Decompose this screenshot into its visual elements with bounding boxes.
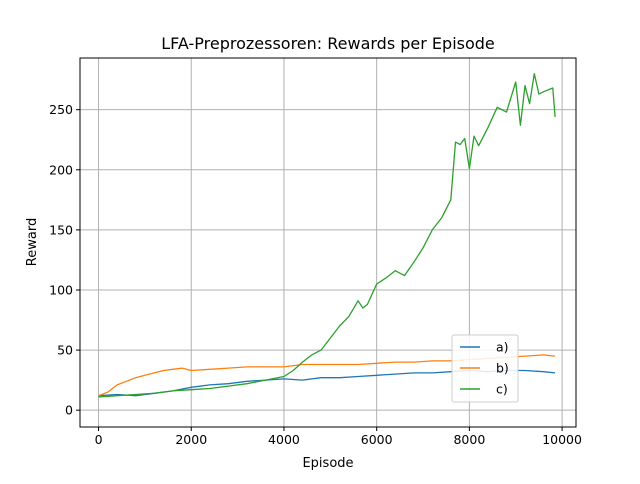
legend-box — [451, 334, 519, 403]
x-tick-label: 0 — [95, 432, 103, 447]
y-tick-label: 0 — [65, 403, 73, 418]
y-tick-label: 150 — [49, 222, 73, 237]
y-tick-label: 100 — [49, 282, 73, 297]
y-axis-label: Reward — [25, 218, 40, 266]
series-line-3 — [98, 72, 556, 398]
y-tick-label: 250 — [49, 102, 73, 117]
legend: a) b) c) — [451, 334, 519, 403]
chart-title: LFA-Preprozessoren: Rewards per Episode — [161, 34, 495, 53]
x-axis-label: Episode — [302, 456, 353, 471]
y-tick-label: 50 — [57, 343, 73, 358]
x-tick-label: 10000 — [542, 432, 582, 447]
x-tick-label: 2000 — [175, 432, 207, 447]
x-tick-label: 6000 — [361, 432, 393, 447]
x-tick-label: 8000 — [453, 432, 485, 447]
legend-label: c) — [496, 382, 508, 397]
legend-label: a) — [496, 340, 509, 355]
grid-lines — [80, 58, 576, 427]
plot-frame — [79, 57, 577, 428]
legend-label: b) — [496, 361, 509, 376]
y-tick-label: 200 — [49, 162, 73, 177]
x-tick-label: 4000 — [268, 432, 300, 447]
axis-ticks: 0 2000 4000 6000 8000 10000 0 50 100 150 200 250 — [49, 102, 582, 447]
